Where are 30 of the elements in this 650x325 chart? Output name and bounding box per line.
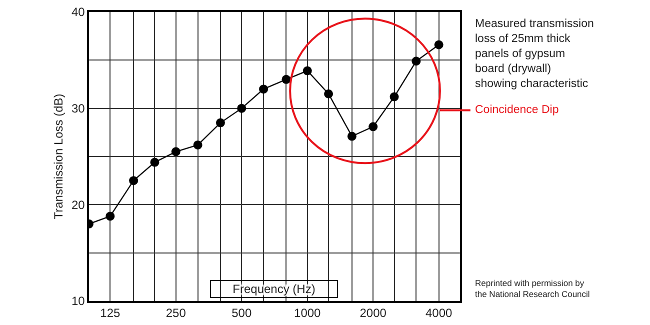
- point: [129, 176, 138, 186]
- y-tick-label: 40: [71, 5, 86, 20]
- text: Measured transmission loss of 25mm thick panels of gypsum board (drywall) showing characteristic: [475, 18, 594, 90]
- y-tick-label: 30: [71, 102, 86, 116]
- point: [193, 140, 202, 150]
- point: [324, 89, 334, 98]
- x-tick-label: 250: [166, 306, 186, 320]
- point: [282, 74, 291, 84]
- point: [259, 84, 268, 94]
- point: [368, 122, 378, 132]
- x-tick-label: 500: [232, 306, 252, 320]
- point: [390, 92, 399, 102]
- x-tick-label: 125: [100, 306, 120, 320]
- point: [150, 158, 160, 167]
- y-tick-label: 20: [71, 198, 86, 212]
- y-tick-label: 10: [71, 294, 86, 308]
- point: [302, 66, 312, 76]
- text: Coincidence Dip: [475, 104, 559, 116]
- point: [106, 212, 115, 221]
- point: [171, 147, 180, 156]
- x-tick-label: 1000: [294, 306, 322, 320]
- point: [434, 40, 444, 50]
- x-tick-label: 2000: [360, 306, 387, 320]
- x-tick-label: 4000: [425, 306, 453, 320]
- point: [412, 56, 421, 66]
- point: [216, 118, 225, 128]
- point: [237, 104, 246, 113]
- point: [347, 132, 356, 141]
- y-axis-title: Transmission Loss (dB): [51, 94, 66, 220]
- text: Reprinted with permission by the National Research Council: [475, 278, 590, 300]
